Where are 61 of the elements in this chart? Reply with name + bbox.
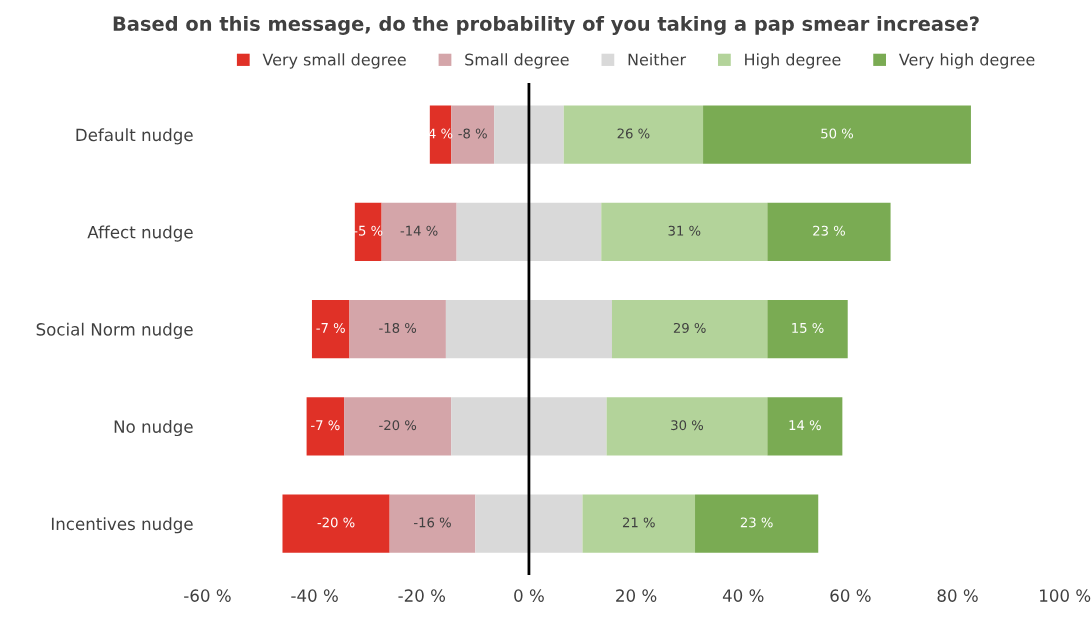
- bar: [445, 299, 612, 359]
- x-tick-label: 60 %: [830, 589, 871, 602]
- data-label: -14 %: [400, 225, 438, 236]
- x-tick-label: 80 %: [937, 589, 978, 602]
- y-tick-label: Default nudge: [76, 128, 193, 145]
- bar: [767, 397, 843, 456]
- legend-label: Neither: [628, 53, 687, 66]
- bar: [582, 494, 696, 553]
- chart-title: Based on this message, do the probability of you taking a pap smear increase?: [113, 15, 979, 35]
- bar: [601, 202, 768, 262]
- x-tick-label: -20 %: [398, 589, 446, 602]
- data-label: -16 %: [414, 517, 451, 528]
- x-tick-label: -40 %: [291, 589, 338, 602]
- bar: [306, 397, 345, 456]
- bar: [695, 494, 819, 553]
- y-tick-label: No nudge: [114, 419, 193, 437]
- data-label: 26 %: [617, 128, 650, 139]
- bar: [563, 105, 704, 164]
- y-tick-label: Affect nudge: [87, 225, 193, 242]
- bar: [475, 494, 583, 553]
- data-label: 14 %: [789, 420, 821, 431]
- bar: [344, 397, 452, 456]
- data-label: -20 %: [379, 420, 417, 431]
- data-label: 30 %: [671, 420, 704, 431]
- legend-label: Very high degree: [898, 53, 1035, 69]
- bar: [606, 397, 768, 456]
- x-tick-label: -60 %: [184, 589, 231, 602]
- bar: [389, 494, 476, 553]
- data-label: 15 %: [792, 322, 824, 333]
- x-tick-label: 100 %: [1040, 589, 1091, 602]
- bar: [311, 299, 350, 359]
- bar: [282, 494, 390, 553]
- data-label: 50 %: [821, 128, 854, 139]
- data-label: -20 %: [317, 517, 355, 528]
- bar: [611, 299, 768, 359]
- bar: [451, 105, 495, 164]
- x-tick-label: 0 %: [514, 589, 544, 602]
- legend-label: High degree: [745, 53, 841, 69]
- legend-label: Small degree: [465, 53, 569, 69]
- bar: [767, 202, 891, 262]
- data-label: 23 %: [740, 517, 773, 528]
- data-label: -7 %: [311, 420, 340, 431]
- y-tick-label: Incentives nudge: [51, 517, 193, 534]
- bar: [451, 397, 607, 456]
- bar: [767, 299, 848, 359]
- data-label: 23 %: [813, 225, 845, 236]
- data-label: -7 %: [316, 322, 345, 333]
- y-tick-label: Social Norm nudge: [36, 322, 193, 339]
- bar: [703, 105, 971, 164]
- bar: [349, 299, 446, 359]
- bar: [494, 105, 564, 164]
- data-label: 29 %: [673, 322, 706, 333]
- data-label: -18 %: [379, 322, 417, 333]
- bar: [381, 202, 457, 262]
- bar: [456, 202, 602, 262]
- data-label: -8 %: [458, 128, 487, 139]
- x-tick-label: 40 %: [722, 589, 764, 602]
- data-label: 21 %: [622, 517, 655, 528]
- data-label: 31 %: [668, 225, 701, 236]
- legend-label: Very small degree: [262, 53, 406, 69]
- x-tick-label: 20 %: [616, 589, 657, 602]
